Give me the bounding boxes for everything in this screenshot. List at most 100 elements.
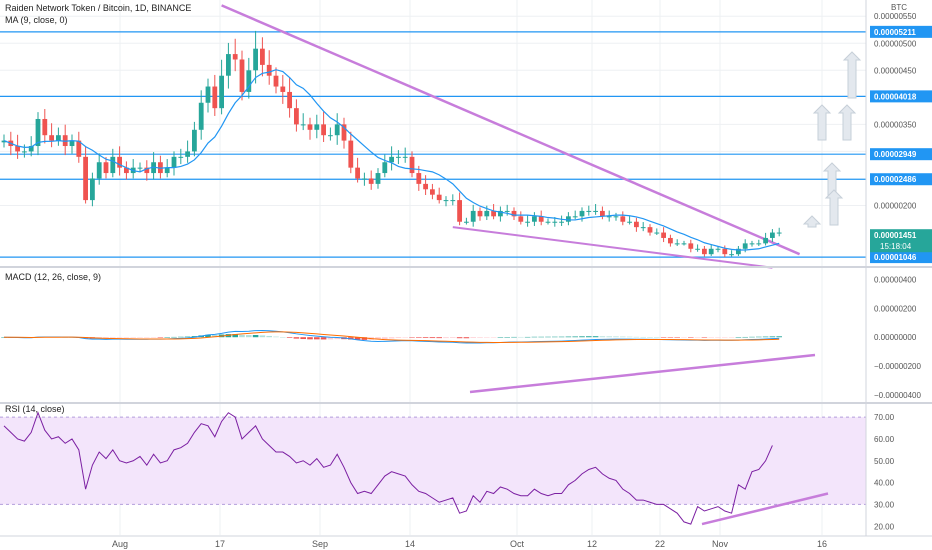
candle-body bbox=[647, 227, 653, 233]
macd-histogram-bar bbox=[436, 337, 442, 339]
level-price-tag[interactable] bbox=[870, 25, 932, 38]
macd-histogram-bar bbox=[314, 337, 320, 340]
time-tick-label: Aug bbox=[112, 539, 128, 549]
projection-arrow[interactable] bbox=[812, 104, 832, 141]
macd-histogram-bar bbox=[497, 337, 504, 338]
macd-histogram-bar bbox=[626, 336, 633, 338]
price-axis[interactable]: 0.000005000.000004500.000003500.00000300… bbox=[865, 0, 932, 536]
price-tick-label: 0.00000450 bbox=[874, 66, 917, 75]
projection-arrow[interactable] bbox=[824, 189, 844, 226]
macd-histogram-bar bbox=[116, 337, 123, 338]
macd-histogram-bar bbox=[150, 337, 157, 338]
projection-arrow[interactable] bbox=[837, 104, 857, 141]
symbol-title: Raiden Network Token / Bitcoin, 1D, BINA… bbox=[5, 3, 191, 13]
candle-body bbox=[763, 237, 768, 244]
rsi-tick-label: 20.00 bbox=[874, 522, 895, 531]
rsi-trend-line[interactable] bbox=[701, 492, 829, 526]
candle-body bbox=[35, 118, 41, 147]
macd-histogram-bar bbox=[470, 337, 476, 338]
time-tick-label: 17 bbox=[215, 539, 225, 549]
candle-body bbox=[164, 167, 170, 174]
rsi-tick-label: 60.00 bbox=[874, 435, 895, 444]
macd-histogram-bar bbox=[422, 337, 429, 338]
macd-histogram-bar bbox=[558, 336, 565, 338]
candle-body bbox=[1, 140, 7, 143]
macd-histogram-bar bbox=[286, 337, 293, 338]
candle-body bbox=[620, 216, 626, 222]
current-price-tag[interactable] bbox=[870, 229, 932, 253]
macd-histogram-bar bbox=[572, 336, 578, 338]
candle-body bbox=[504, 210, 510, 212]
macd-histogram-bar bbox=[239, 334, 245, 338]
candle-body bbox=[212, 86, 218, 109]
macd-histogram-bar bbox=[688, 337, 694, 338]
level-price-tag[interactable] bbox=[870, 148, 932, 161]
macd-panel bbox=[1, 330, 816, 394]
macd-tick-label: −0.00000200 bbox=[874, 362, 921, 371]
macd-histogram-bar bbox=[606, 336, 612, 338]
candle-body bbox=[49, 135, 54, 141]
candle-body bbox=[321, 124, 326, 136]
candle-body bbox=[484, 210, 490, 217]
macd-histogram-bar bbox=[388, 337, 395, 339]
candle-body bbox=[348, 140, 354, 168]
level-price-tag[interactable] bbox=[870, 173, 932, 186]
current-price-label: 0.00001451 bbox=[874, 231, 917, 240]
macd-title: MACD (12, 26, close, 9) bbox=[5, 272, 101, 282]
macd-histogram-bar bbox=[531, 336, 538, 338]
macd-histogram-bar bbox=[708, 337, 714, 338]
candle-body bbox=[185, 151, 190, 157]
level-price-tag[interactable] bbox=[870, 90, 932, 103]
candle-body bbox=[552, 221, 558, 223]
candle-body bbox=[171, 156, 177, 168]
projection-arrow[interactable] bbox=[802, 215, 822, 228]
macd-histogram-bar bbox=[144, 337, 150, 338]
macd-histogram-bar bbox=[184, 336, 191, 338]
candle-body bbox=[56, 135, 61, 141]
candle-body bbox=[538, 216, 544, 222]
candle-body bbox=[518, 216, 524, 222]
candle-body bbox=[314, 124, 320, 130]
macd-histogram-bar bbox=[191, 336, 198, 338]
rsi-tick-label: 50.00 bbox=[874, 457, 895, 466]
upper-trend-line[interactable] bbox=[221, 4, 801, 256]
macd-histogram-bar bbox=[742, 336, 748, 338]
candle-body bbox=[90, 178, 95, 201]
candle-body bbox=[586, 210, 592, 212]
projection-arrows[interactable] bbox=[802, 51, 862, 228]
candle-body bbox=[688, 243, 694, 249]
trend-lines[interactable] bbox=[221, 4, 801, 269]
macd-tick-label: 0.00000400 bbox=[874, 276, 917, 285]
projection-arrow[interactable] bbox=[842, 51, 862, 99]
candle-body bbox=[144, 167, 150, 174]
time-tick-label: 22 bbox=[655, 539, 665, 549]
candle-body bbox=[457, 200, 462, 222]
projection-arrow[interactable] bbox=[822, 162, 842, 196]
macd-histogram-bar bbox=[599, 336, 606, 338]
ma-indicator-label: MA (9, close, 0) bbox=[5, 15, 68, 25]
lower-trend-line[interactable] bbox=[452, 226, 773, 269]
candle-body bbox=[192, 129, 197, 152]
level-price-label: 0.00005211 bbox=[874, 28, 916, 37]
candle-body bbox=[416, 173, 422, 184]
candle-body bbox=[226, 54, 231, 76]
level-price-label: 0.00002949 bbox=[874, 150, 917, 159]
candle-body bbox=[239, 59, 245, 92]
macd-histogram-bar bbox=[647, 337, 653, 338]
macd-histogram-bar bbox=[694, 337, 701, 338]
time-axis[interactable]: Aug 17 Sep 14 Oct 12 22 Nov 16 bbox=[112, 539, 827, 549]
candle-body bbox=[525, 221, 530, 223]
level-price-tag[interactable] bbox=[870, 251, 932, 264]
macd-histogram-bar bbox=[110, 337, 116, 338]
macd-trend-line[interactable] bbox=[469, 353, 816, 394]
time-tick-label: Sep bbox=[312, 539, 328, 549]
macd-histogram-bar bbox=[375, 337, 381, 340]
candle-body bbox=[103, 162, 109, 174]
macd-histogram-bar bbox=[212, 334, 218, 338]
macd-histogram-bar bbox=[361, 337, 368, 340]
macd-histogram-bar bbox=[586, 336, 592, 338]
candle-body bbox=[450, 200, 456, 202]
macd-histogram-bar bbox=[232, 334, 238, 338]
panel-dividers[interactable] bbox=[0, 266, 932, 537]
